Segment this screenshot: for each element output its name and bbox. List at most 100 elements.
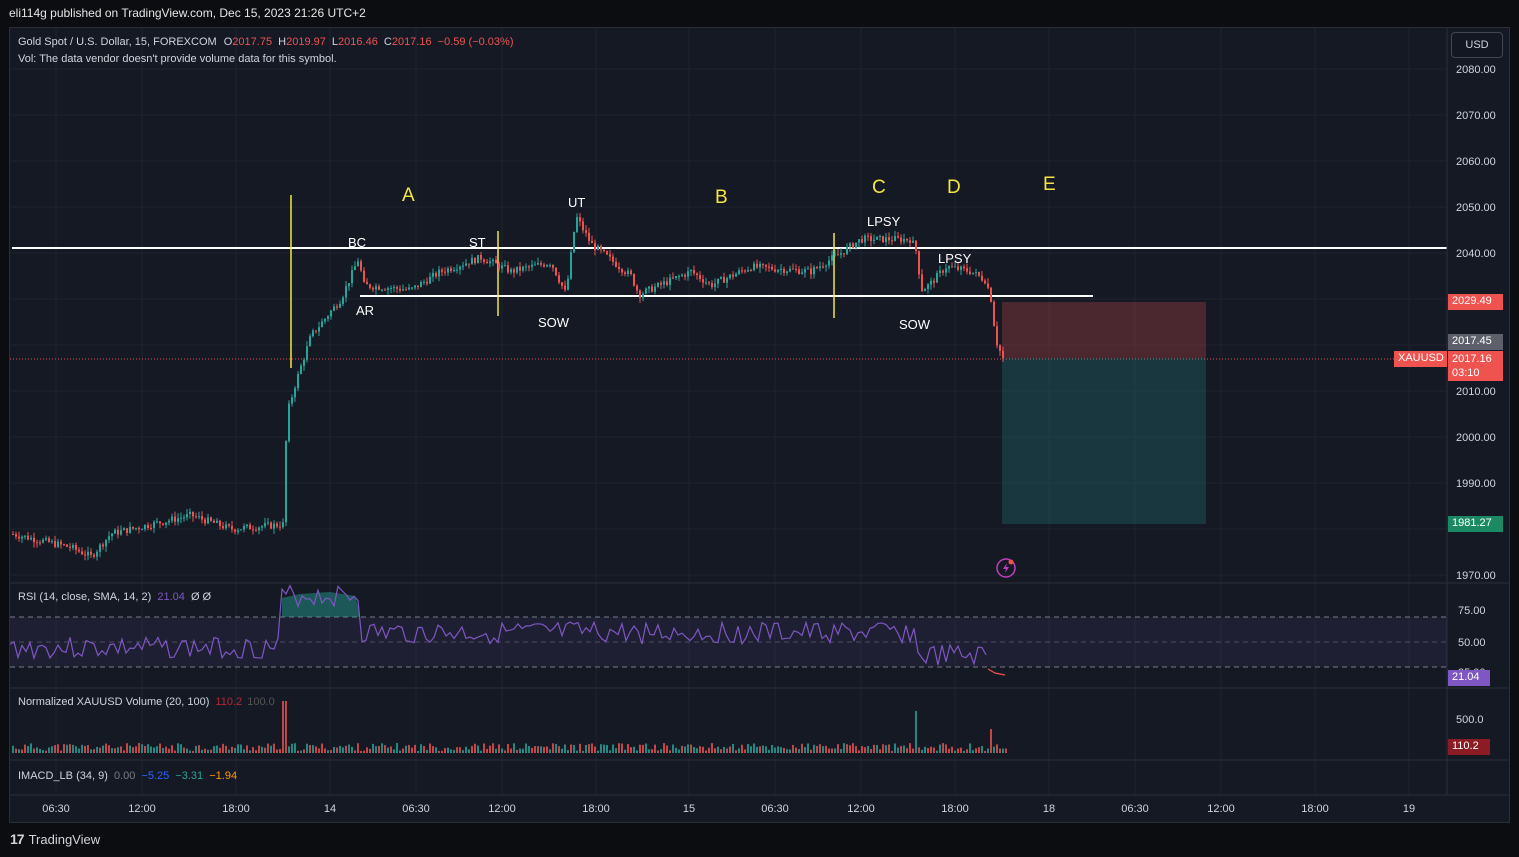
rsi-title[interactable]: RSI (14, close, SMA, 14, 2)	[18, 591, 152, 603]
volume-bar	[291, 743, 293, 753]
candle-body	[522, 266, 524, 271]
volume-bar	[480, 750, 482, 753]
volume-bar	[117, 747, 119, 753]
volume-bar	[81, 744, 83, 753]
candle-body	[897, 236, 899, 238]
volume-bar	[525, 743, 527, 753]
short-position-stop-zone[interactable]	[1002, 302, 1206, 358]
volume-bar	[870, 749, 872, 753]
candle-body	[144, 524, 146, 530]
candle-body	[75, 544, 77, 550]
candle-body	[777, 269, 779, 272]
candle-body	[606, 251, 608, 255]
candle-body	[285, 440, 287, 523]
candle-body	[45, 538, 47, 540]
volume-bar	[828, 748, 830, 753]
volume-bar	[168, 748, 170, 753]
candle-body	[348, 283, 350, 287]
volume-bar	[564, 744, 566, 753]
candle-body	[684, 274, 686, 277]
candle-body	[627, 270, 629, 274]
candle-body	[210, 517, 212, 521]
phase-label-b[interactable]: B	[715, 187, 728, 208]
volume-bar	[66, 744, 68, 753]
candle-body	[132, 526, 134, 529]
short-position-target-zone[interactable]	[1002, 358, 1206, 524]
volume-bar	[906, 748, 908, 753]
candle-body	[678, 276, 680, 278]
candle-body	[966, 268, 968, 272]
bar-countdown: 03:10	[1452, 367, 1480, 379]
candle-body	[264, 523, 266, 527]
candle-body	[585, 230, 587, 233]
event-label-ar[interactable]: AR	[356, 303, 374, 318]
event-label-st[interactable]: ST	[469, 235, 486, 250]
candle-body	[363, 270, 365, 282]
candle-body	[570, 252, 572, 279]
volume-bar	[600, 744, 602, 753]
volume-bar	[234, 747, 236, 753]
candlestick-series	[12, 213, 1004, 561]
macd-legend[interactable]: IMACD_LB (34, 9) 0.00 −5.25 −3.31 −1.94	[18, 770, 237, 782]
phase-label-c[interactable]: C	[872, 177, 886, 198]
phase-label-a[interactable]: A	[402, 185, 415, 206]
event-label-sow[interactable]: SOW	[899, 317, 931, 332]
volume-bar	[612, 744, 614, 753]
chart-panel[interactable]: 2080.00 2070.00 2060.00 2050.00 2040.00 2010.…	[9, 27, 1510, 823]
volume-bar	[963, 750, 965, 753]
candle-body	[858, 239, 860, 243]
volume-bar	[327, 750, 329, 753]
candle-body	[879, 235, 881, 237]
volume-bar	[864, 747, 866, 753]
currency-button[interactable]: USD	[1451, 32, 1503, 58]
macd-title[interactable]: IMACD_LB (34, 9)	[18, 770, 108, 782]
candle-body	[630, 270, 632, 275]
candle-body	[945, 268, 947, 273]
candle-body	[480, 254, 482, 260]
candle-body	[603, 249, 605, 252]
candle-body	[180, 517, 182, 519]
candle-body	[201, 516, 203, 520]
event-label-sow[interactable]: SOW	[538, 315, 570, 330]
lightning-alert-icon[interactable]	[996, 558, 1016, 578]
symbol-name[interactable]: Gold Spot / U.S. Dollar, 15, FOREXCOM	[18, 36, 217, 48]
symbol-legend[interactable]: Gold Spot / U.S. Dollar, 15, FOREXCOM O2…	[18, 36, 514, 48]
event-label-lpsy[interactable]: LPSY	[938, 251, 972, 266]
candle-body	[792, 268, 794, 270]
volume-bar	[615, 748, 617, 753]
price-axis-label: 1970.00	[1456, 570, 1496, 582]
candle-body	[24, 535, 26, 537]
tradingview-logo[interactable]: 17 TradingView	[10, 831, 100, 847]
volume-bar	[24, 744, 26, 753]
volume-legend[interactable]: Normalized XAUUSD Volume (20, 100) 110.2…	[18, 696, 275, 708]
candle-body	[249, 524, 251, 530]
volume-bar	[78, 748, 80, 753]
candle-body	[534, 264, 536, 266]
phase-label-d[interactable]: D	[947, 177, 961, 198]
rsi-line	[10, 584, 987, 666]
event-label-bc[interactable]: BC	[348, 235, 366, 250]
candle-body	[561, 282, 563, 286]
phase-label-e[interactable]: E	[1043, 174, 1056, 195]
candle-body	[648, 286, 650, 289]
rsi-legend[interactable]: RSI (14, close, SMA, 14, 2) 21.04 Ø Ø	[18, 591, 211, 603]
volume-bar	[399, 750, 401, 753]
event-label-ut[interactable]: UT	[568, 195, 585, 210]
volume-bar	[138, 743, 140, 753]
candle-body	[381, 289, 383, 291]
volume-bar	[504, 750, 506, 753]
candle-body	[597, 245, 599, 250]
volume-bar	[888, 744, 890, 753]
volume-title[interactable]: Normalized XAUUSD Volume (20, 100)	[18, 696, 210, 708]
candle-body	[702, 279, 704, 283]
candle-body	[813, 267, 815, 275]
event-label-lpsy[interactable]: LPSY	[867, 214, 901, 229]
time-axis[interactable]: 06:30 12:00 18:00 14 06:30 12:00 18:00 15 06:30 1…	[42, 803, 1415, 815]
volume-bar	[312, 745, 314, 753]
chart-canvas[interactable]: 2080.00 2070.00 2060.00 2050.00 2040.00 2010.…	[10, 28, 1510, 823]
price-axis[interactable]: 2080.00 2070.00 2060.00 2050.00 2040.00 2010.…	[1456, 64, 1496, 582]
volume-bar	[678, 749, 680, 753]
candle-body	[225, 524, 227, 529]
candle-body	[660, 282, 662, 285]
candle-body	[933, 280, 935, 283]
